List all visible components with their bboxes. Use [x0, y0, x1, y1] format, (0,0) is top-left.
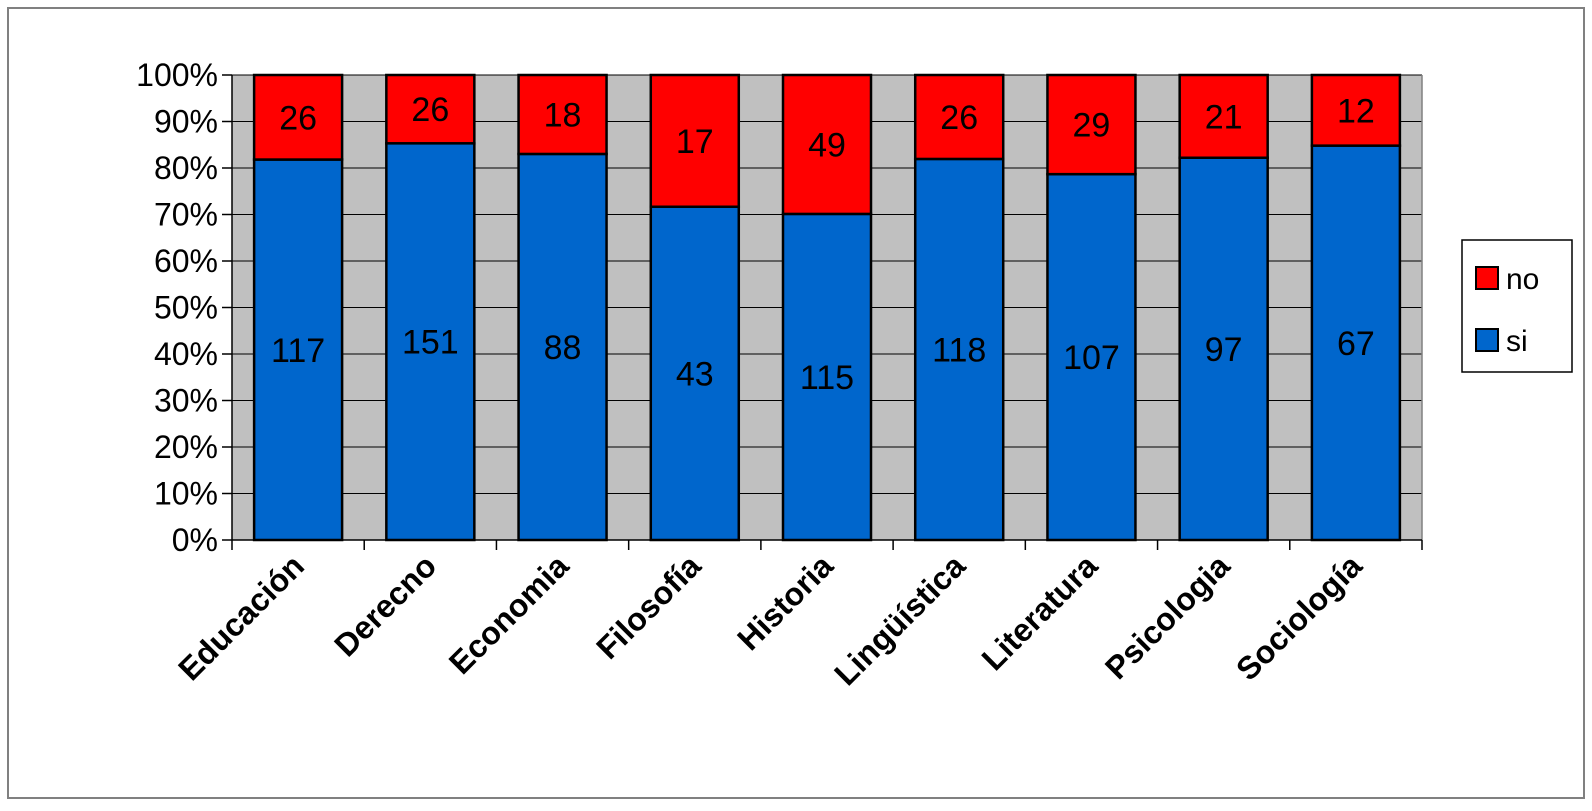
bar-segment-no [649, 73, 741, 208]
data-label-no: 18 [544, 96, 582, 134]
data-labels: 117 26 151 26 88 18 43 17 115 49 118 26 107 29 97 21 67 1… [271, 91, 1375, 397]
bar-segment-no [252, 73, 344, 161]
bar-segment-no [1046, 73, 1137, 176]
y-tick-label: 20% [154, 429, 218, 465]
legend-label-no: no [1506, 263, 1539, 296]
legend-swatch-no [1475, 266, 1499, 290]
data-label-si: 117 [271, 332, 325, 370]
data-label-no: 49 [808, 126, 846, 164]
legend-swatch-si [1475, 328, 1499, 352]
y-tick-label: 70% [154, 197, 218, 233]
data-label-si: 88 [544, 329, 582, 367]
y-tick-label: 100% [136, 57, 218, 93]
data-label-si: 118 [932, 331, 986, 369]
bar-segment-no [913, 73, 1005, 161]
bar-segment-si [781, 212, 873, 542]
y-tick-label: 40% [154, 336, 218, 372]
data-label-no: 29 [1073, 107, 1111, 145]
y-tick-label: 60% [154, 243, 218, 279]
data-label-si: 151 [402, 324, 459, 362]
bar-segment-no [385, 73, 476, 145]
data-label-no: 21 [1205, 98, 1243, 136]
y-tick-label: 80% [154, 150, 218, 186]
bar-segment-no [1310, 73, 1402, 147]
y-tick-label: 30% [154, 383, 218, 419]
data-label-no: 26 [279, 99, 317, 137]
data-label-si: 107 [1063, 339, 1120, 377]
bar-segment-no [781, 73, 873, 216]
data-label-no: 12 [1337, 92, 1375, 130]
bar-segment-no [1178, 73, 1269, 160]
bar-segment-no [517, 73, 608, 156]
bar-segment-si [1046, 172, 1137, 542]
data-label-no: 26 [940, 99, 978, 137]
bar-segment-si [649, 205, 741, 542]
legend-label-si: si [1506, 325, 1528, 358]
data-label-si: 97 [1205, 331, 1243, 369]
bar-segment-si [913, 157, 1005, 542]
bars [252, 73, 1402, 542]
data-label-no: 17 [676, 123, 714, 161]
y-tick-label: 90% [154, 104, 218, 140]
y-tick-label: 10% [154, 476, 218, 512]
y-tick-label: 50% [154, 290, 218, 326]
data-label-no: 26 [411, 91, 449, 129]
data-label-si: 43 [676, 355, 714, 393]
legend: no si [1461, 239, 1573, 373]
bar-segment-si [385, 142, 476, 542]
bar-segment-si [1310, 144, 1402, 542]
y-tick-label: 0% [172, 522, 218, 558]
bar-segment-si [252, 158, 344, 542]
data-label-si: 67 [1337, 325, 1375, 363]
data-label-si: 115 [800, 359, 854, 397]
